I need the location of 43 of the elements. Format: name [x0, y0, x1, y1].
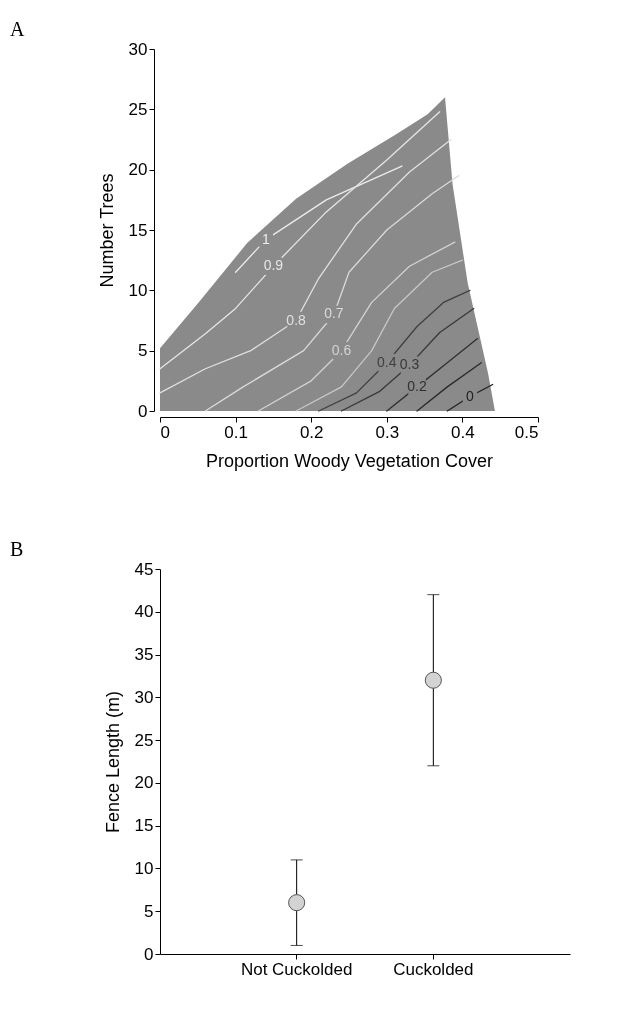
y-tick-label: 35 [134, 645, 154, 665]
y-axis-title: Fence Length (m) [102, 690, 123, 834]
line-series [204, 175, 460, 412]
y-tick-label: 5 [138, 341, 148, 361]
y-tick-label: 30 [134, 687, 154, 707]
series-label: 0.9 [263, 257, 284, 274]
y-tick-label: 10 [128, 280, 148, 300]
series-label: 0.8 [286, 311, 307, 328]
series-label: 0.4 [377, 353, 397, 370]
series-label: 0 [466, 387, 475, 404]
y-tick-label: 15 [128, 220, 148, 240]
y-tick-label: 20 [134, 773, 154, 793]
y-tick-label: 25 [128, 99, 148, 119]
line-series [159, 138, 452, 394]
y-tick-label: 40 [134, 602, 154, 622]
chart-title: B [10, 538, 24, 560]
x-tick-label: Cuckolded [393, 959, 474, 979]
y-tick-label: 30 [128, 39, 148, 59]
line-series [159, 111, 441, 370]
y-tick-label: 20 [128, 160, 148, 180]
y-tick-label: 0 [144, 944, 154, 964]
chart-title: A [10, 18, 25, 40]
x-tick-label: 0.4 [451, 422, 475, 442]
x-tick-label: 0.2 [299, 422, 324, 442]
series-label: 1 [261, 230, 270, 247]
y-tick-label: 5 [144, 901, 154, 921]
line-series [234, 165, 403, 273]
x-tick-label: 0.3 [375, 422, 400, 442]
x-tick-label: Not Cuckolded [240, 959, 353, 979]
x-tick-label: 0 [160, 422, 170, 442]
y-tick-label: 15 [134, 816, 154, 836]
y-tick-label: 45 [134, 559, 154, 579]
series-label: 0.7 [324, 305, 344, 322]
series-label: 0.2 [407, 377, 427, 394]
y-tick-label: 10 [134, 858, 154, 878]
y-tick-label: 25 [134, 730, 154, 750]
series-label: 0.3 [399, 356, 420, 373]
x-tick-label: 0.5 [514, 422, 539, 442]
x-tick-label: 0.1 [224, 422, 248, 442]
series-label: 0.6 [331, 341, 352, 358]
y-tick-label: 0 [138, 401, 148, 421]
x-axis-title: Proportion Woody Vegetation Cover [206, 450, 493, 471]
y-axis-title: Number Trees [96, 173, 117, 288]
